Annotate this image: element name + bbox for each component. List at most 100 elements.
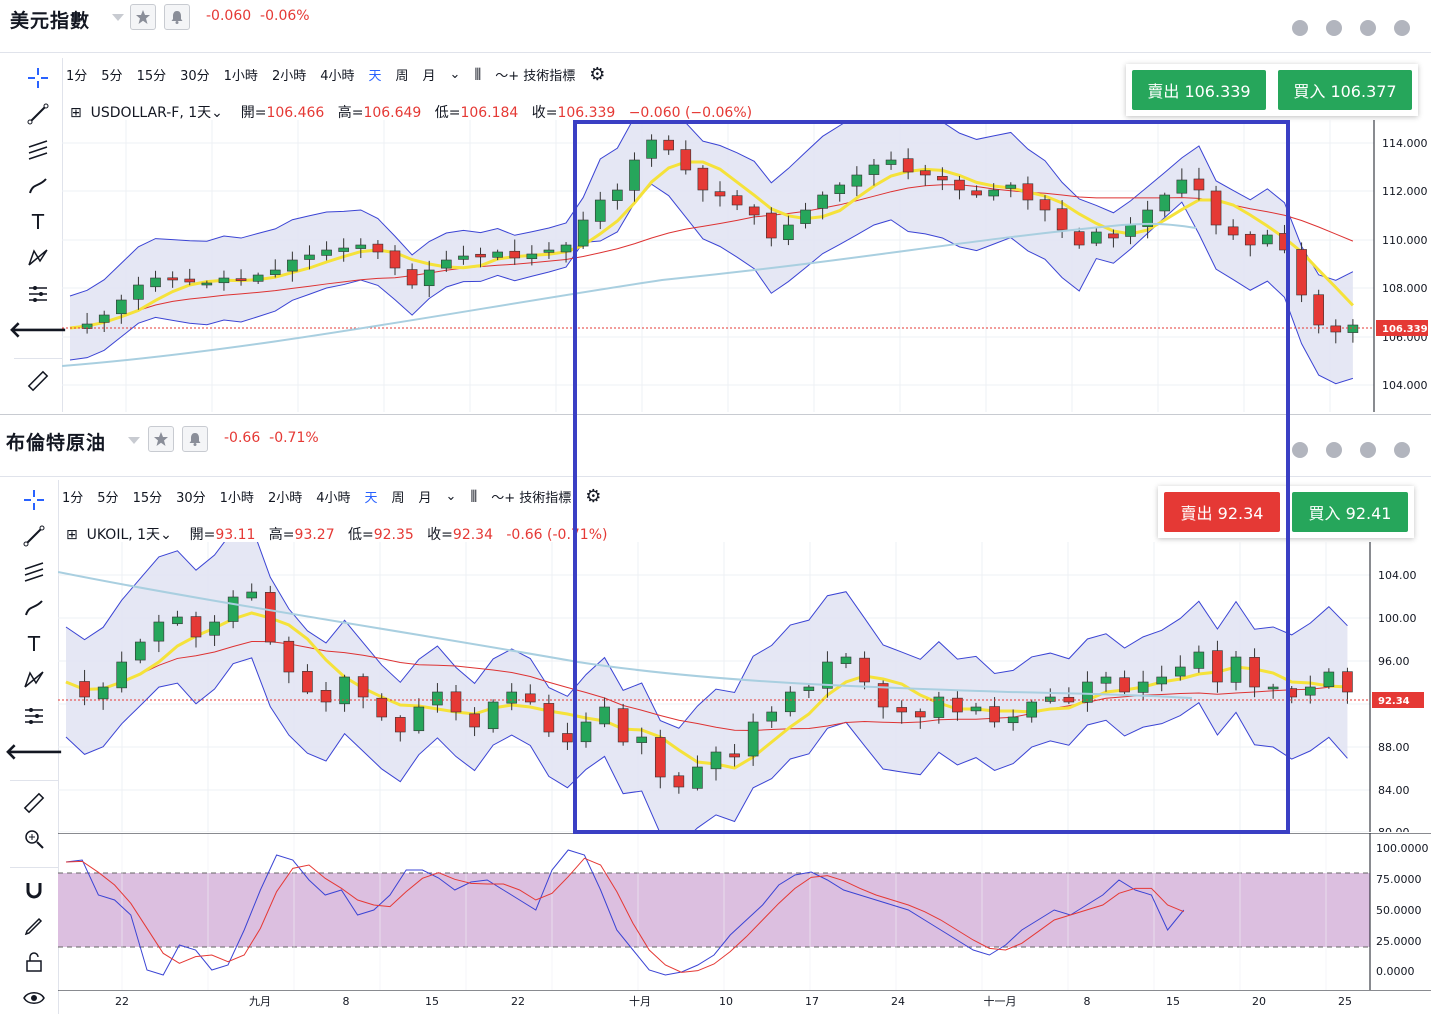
tf-30m[interactable]: 30分 xyxy=(176,491,206,506)
sell-button-usd[interactable]: 賣出 106.339 xyxy=(1132,70,1266,110)
candle-body xyxy=(933,696,945,718)
tf-15m[interactable]: 15分 xyxy=(132,491,163,506)
candle-body xyxy=(580,721,592,743)
candle-type-icon[interactable]: ⫴ xyxy=(474,64,482,84)
camera-icon[interactable] xyxy=(1394,20,1410,36)
stochastic-oscillator[interactable]: 100.0000 75.0000 50.0000 25.0000 0.0000 xyxy=(58,833,1431,990)
candle-body xyxy=(79,681,90,698)
pattern-icon[interactable] xyxy=(20,666,48,694)
tf-2h[interactable]: 2小時 xyxy=(267,491,303,506)
chevron-down-icon[interactable]: ⌄ xyxy=(445,489,457,504)
candle-body xyxy=(1244,233,1256,246)
compass-icon[interactable] xyxy=(1326,442,1342,458)
ruler-icon[interactable] xyxy=(24,367,52,395)
tf-1m[interactable]: 1分 xyxy=(62,491,84,506)
gear-icon[interactable]: ⚙ xyxy=(585,486,602,507)
candle-body xyxy=(783,224,794,241)
oil-legend: ⊞ UKOIL, 1天⌄ 開=93.11 高=93.27 低=92.35 收=9… xyxy=(66,527,608,543)
sell-button-oil[interactable]: 賣出 92.34 xyxy=(1164,492,1280,532)
tf-15m[interactable]: 15分 xyxy=(136,69,167,84)
text-icon[interactable]: T xyxy=(31,210,45,234)
candle-body xyxy=(988,189,999,197)
star-icon[interactable] xyxy=(148,426,174,452)
ruler-icon[interactable] xyxy=(20,789,48,817)
symbol-label[interactable]: USDOLLAR-F, 1天 xyxy=(90,105,212,121)
candle-body xyxy=(896,707,908,713)
time-axis-label: 17 xyxy=(805,995,819,1008)
symbol-dropdown-caret-2[interactable] xyxy=(128,437,140,444)
fib-icon[interactable] xyxy=(24,136,52,164)
gauge-icon[interactable] xyxy=(1360,442,1376,458)
candle-body xyxy=(822,661,833,689)
symbol-label[interactable]: UKOIL, 1天 xyxy=(86,527,161,543)
candle-body xyxy=(1159,194,1171,212)
tf-1h[interactable]: 1小時 xyxy=(219,491,254,506)
zoom-icon[interactable] xyxy=(20,825,48,853)
indicators-button[interactable]: 〜+ 技術指標 xyxy=(491,491,572,506)
candle-body xyxy=(469,713,480,728)
clock-icon[interactable] xyxy=(1292,20,1308,36)
pattern-icon[interactable] xyxy=(24,244,52,272)
tf-4h[interactable]: 4小時 xyxy=(320,69,355,84)
eye-icon[interactable] xyxy=(20,984,48,1012)
chevron-down-icon[interactable]: ⌄ xyxy=(449,67,461,82)
expand-icon[interactable]: ⊞ xyxy=(70,105,82,121)
candle-body xyxy=(1039,199,1051,211)
buy-button-usd[interactable]: 買入 106.377 xyxy=(1278,70,1412,110)
tf-month[interactable]: 月 xyxy=(422,69,436,84)
tf-week[interactable]: 周 xyxy=(391,491,405,506)
tf-day[interactable]: 天 xyxy=(364,491,378,506)
tf-day[interactable]: 天 xyxy=(368,69,382,84)
magnet-icon[interactable] xyxy=(20,876,48,904)
back-arrow-icon[interactable]: 🡐 xyxy=(8,318,68,343)
tf-2h[interactable]: 2小時 xyxy=(271,69,307,84)
tf-30m[interactable]: 30分 xyxy=(180,69,210,84)
star-icon[interactable] xyxy=(130,4,156,30)
tf-5m[interactable]: 5分 xyxy=(97,491,119,506)
highlight-rectangle-drawing[interactable] xyxy=(573,120,1290,834)
candle-body xyxy=(1323,671,1335,687)
back-arrow-icon[interactable]: 🡐 xyxy=(4,740,64,765)
bollinger-lower xyxy=(65,657,1348,832)
text-icon[interactable]: T xyxy=(27,632,41,656)
expand-icon[interactable]: ⊞ xyxy=(66,527,78,543)
pencil-lock-icon[interactable] xyxy=(20,912,48,940)
fib-icon[interactable] xyxy=(20,558,48,586)
osc-axis-label: 75.0000 xyxy=(1376,873,1422,886)
buy-button-oil[interactable]: 買入 92.41 xyxy=(1292,492,1408,532)
tf-1m[interactable]: 1分 xyxy=(66,69,88,84)
measure-icon[interactable] xyxy=(24,280,52,308)
usd-candlestick-chart[interactable]: 114.000112.000110.000108.000106.000104.0… xyxy=(62,120,1431,412)
candle-body xyxy=(663,139,674,151)
crosshair-icon[interactable] xyxy=(24,64,52,92)
measure-icon[interactable] xyxy=(20,702,48,730)
tf-month[interactable]: 月 xyxy=(418,491,432,506)
bollinger-band-fill xyxy=(66,542,1348,832)
tf-5m[interactable]: 5分 xyxy=(101,69,123,84)
tf-week[interactable]: 周 xyxy=(395,69,409,84)
candle-body xyxy=(269,269,281,275)
brush-icon[interactable] xyxy=(20,594,48,622)
gauge-icon[interactable] xyxy=(1360,20,1376,36)
clock-icon[interactable] xyxy=(1292,442,1308,458)
bell-icon[interactable] xyxy=(182,426,208,452)
candle-body xyxy=(868,164,880,175)
gear-icon[interactable]: ⚙ xyxy=(589,64,606,85)
brush-icon[interactable] xyxy=(24,172,52,200)
candle-body xyxy=(264,592,276,643)
trend-line-icon[interactable] xyxy=(20,522,48,550)
candle-body xyxy=(970,706,982,712)
lock-icon[interactable] xyxy=(20,948,48,976)
bell-icon[interactable] xyxy=(164,4,190,30)
symbol-dropdown-caret[interactable] xyxy=(112,14,124,21)
camera-icon[interactable] xyxy=(1394,442,1410,458)
oil-candlestick-chart[interactable]: 104.00100.0096.0092.0088.0084.0080.0092.… xyxy=(58,542,1431,832)
candle-type-icon[interactable]: ⫴ xyxy=(470,486,478,506)
tf-4h[interactable]: 4小時 xyxy=(316,491,351,506)
compass-icon[interactable] xyxy=(1326,20,1342,36)
candle-body xyxy=(172,616,183,625)
trend-line-icon[interactable] xyxy=(24,100,52,128)
indicators-button[interactable]: 〜+ 技術指標 xyxy=(495,69,576,84)
crosshair-icon[interactable] xyxy=(20,486,48,514)
tf-1h[interactable]: 1小時 xyxy=(223,69,258,84)
